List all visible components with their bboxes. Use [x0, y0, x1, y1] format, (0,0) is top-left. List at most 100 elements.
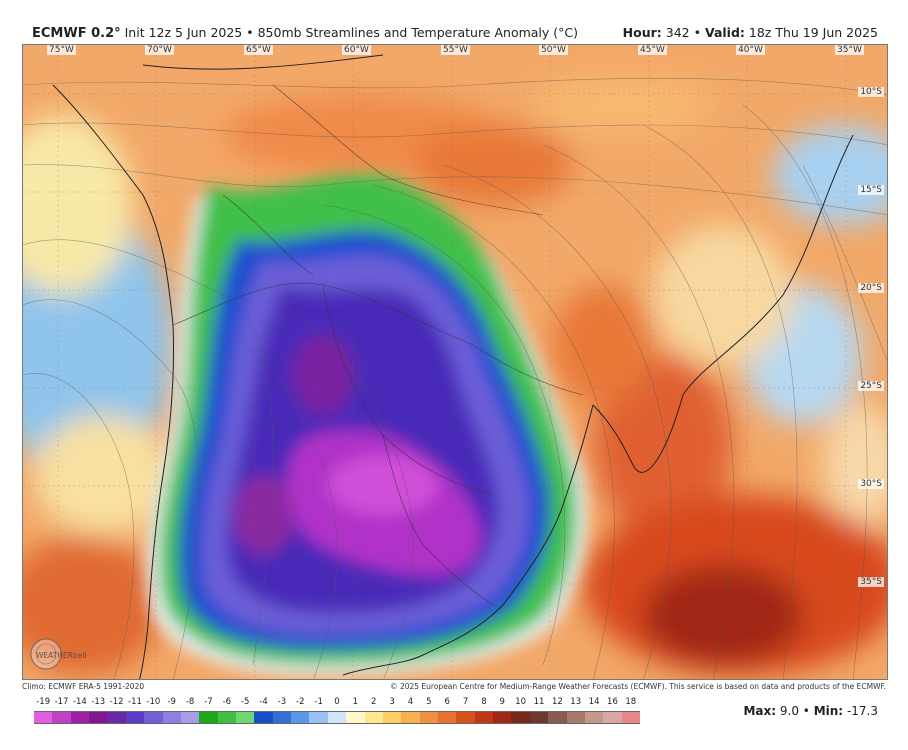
colorbar-swatch — [144, 711, 164, 724]
lat-lon-grid — [23, 45, 887, 679]
colorbar-label: 11 — [533, 697, 545, 707]
time-separator: • — [693, 25, 701, 40]
lat-label-35s: 35°S — [858, 577, 884, 587]
colorbar-swatch — [511, 711, 531, 724]
colorbar-swatch — [162, 711, 182, 724]
colorbar-label: 3 — [389, 697, 395, 707]
colorbar-label: -13 — [91, 697, 106, 707]
colorbar-label: 13 — [570, 697, 582, 707]
colorbar-label: -17 — [54, 697, 69, 707]
colorbar-swatch — [34, 711, 53, 724]
valid-label: Valid: — [704, 25, 745, 40]
colorbar-label: -11 — [128, 697, 142, 707]
colorbar-swatch — [125, 711, 145, 724]
streamlines — [23, 78, 887, 679]
colorbar-swatch — [327, 711, 347, 724]
map-panel: 75°W 70°W 65°W 60°W 55°W 50°W 45°W 40°W … — [22, 44, 888, 680]
temperature-anomaly-map — [23, 45, 887, 679]
colorbar-swatch — [401, 711, 421, 724]
colorbar-label: 2 — [371, 697, 377, 707]
colorbar-swatch — [346, 711, 366, 724]
colorbar-label: -7 — [204, 697, 213, 707]
colorbar-label: -12 — [109, 697, 124, 707]
colorbar-label: -19 — [36, 697, 51, 707]
lon-label-40w: 40°W — [736, 45, 765, 55]
colorbar-swatch — [364, 711, 384, 724]
header-bar: ECMWF 0.2° Init 12z 5 Jun 2025 • 850mb S… — [0, 0, 908, 44]
colorbar-swatch — [438, 711, 457, 724]
lon-label-45w: 45°W — [638, 45, 667, 55]
weatherbell-logo: WEATHERbell — [30, 638, 86, 670]
anomaly-field — [23, 75, 887, 675]
colorbar-label: -1 — [314, 697, 323, 707]
colorbar-swatch — [199, 711, 219, 724]
climo-note: Climo: ECMWF ERA-5 1991-2020 — [22, 682, 145, 691]
colorbar-swatch — [236, 711, 255, 724]
colorbar-label: -4 — [259, 697, 268, 707]
colorbar-swatch — [291, 711, 310, 724]
colorbar-label: 18 — [625, 697, 637, 707]
colorbar-label: -6 — [222, 697, 232, 707]
lon-label-35w: 35°W — [835, 45, 864, 55]
min-label: Min: — [813, 704, 844, 718]
colorbar-label: 9 — [499, 697, 505, 707]
colorbar-swatch — [180, 711, 200, 724]
colorbar-label: -5 — [240, 697, 250, 707]
colorbar-label: 10 — [515, 697, 527, 707]
colorbar-swatch — [603, 711, 623, 724]
max-min-stats: Max: 9.0 • Min: -17.3 — [743, 704, 878, 718]
map-title: ECMWF 0.2° Init 12z 5 Jun 2025 • 850mb S… — [32, 25, 578, 41]
lon-label-55w: 55°W — [441, 45, 470, 55]
colorbar-swatch — [382, 711, 402, 724]
colorbar-label: -9 — [167, 697, 176, 707]
colorbar-label: -8 — [185, 697, 195, 707]
valid-value: 18z Thu 19 Jun 2025 — [748, 25, 878, 40]
colorbar-swatch — [566, 711, 586, 724]
max-value: 9.0 — [779, 704, 799, 718]
colorbar-label: -10 — [146, 697, 161, 707]
colorbar-swatch — [621, 711, 641, 724]
colorbar-swatch — [107, 711, 127, 724]
init-time: Init 12z 5 Jun 2025 — [124, 25, 243, 40]
colorbar-swatch — [52, 711, 72, 724]
colorbar-swatch — [474, 711, 494, 724]
country-borders — [172, 84, 584, 606]
forecast-time: Hour: 342 • Valid: 18z Thu 19 Jun 2025 — [623, 25, 878, 40]
color-legend: -19 -17 -14 -13 -12 -11 -10 -9 -8 -7 -6 -5 -4 -3 -2 -1 0… — [34, 697, 641, 727]
min-value: -17.3 — [846, 704, 878, 718]
colorbar-label: 6 — [444, 697, 450, 707]
lon-label-50w: 50°W — [539, 45, 568, 55]
copyright-note: © 2025 European Centre for Medium-Range … — [390, 682, 886, 691]
colorbar-swatch — [89, 711, 108, 724]
max-label: Max: — [743, 704, 777, 718]
colorbar-swatch — [309, 711, 329, 724]
cold-anomaly — [146, 174, 587, 676]
colorbar-label: 0 — [334, 697, 340, 707]
lat-label-10s: 10°S — [858, 87, 884, 97]
colorbar-label: 14 — [588, 697, 600, 707]
lat-label-20s: 20°S — [858, 283, 884, 293]
title-separator: • — [246, 25, 254, 40]
colorbar-swatch — [70, 711, 90, 724]
colorbar-label: 1 — [352, 697, 359, 707]
colorbar-swatch — [217, 711, 237, 724]
lat-label-15s: 15°S — [858, 185, 884, 195]
hour-value: 342 — [665, 25, 690, 40]
colorbar-swatch — [529, 711, 549, 724]
colorbar-label: -14 — [72, 697, 87, 707]
lon-label-75w: 75°W — [47, 45, 76, 55]
product-name: 850mb Streamlines and Temperature Anomal… — [257, 25, 579, 40]
colorbar-swatch — [272, 711, 292, 724]
coastlines — [52, 54, 854, 679]
colorbar-label: 12 — [551, 697, 563, 707]
colorbar-label: -3 — [277, 697, 287, 707]
colorbar-label: 7 — [462, 697, 469, 707]
lat-label-30s: 30°S — [858, 479, 884, 489]
colorbar-swatch — [493, 711, 512, 724]
colorbar-label: -2 — [296, 697, 305, 707]
colorbar-swatch — [548, 711, 568, 724]
colorbar-label: 8 — [481, 697, 487, 707]
colorbar-swatch — [419, 711, 439, 724]
colorbar-label: 5 — [426, 697, 432, 707]
logo-text: WEATHERbell — [36, 651, 86, 660]
